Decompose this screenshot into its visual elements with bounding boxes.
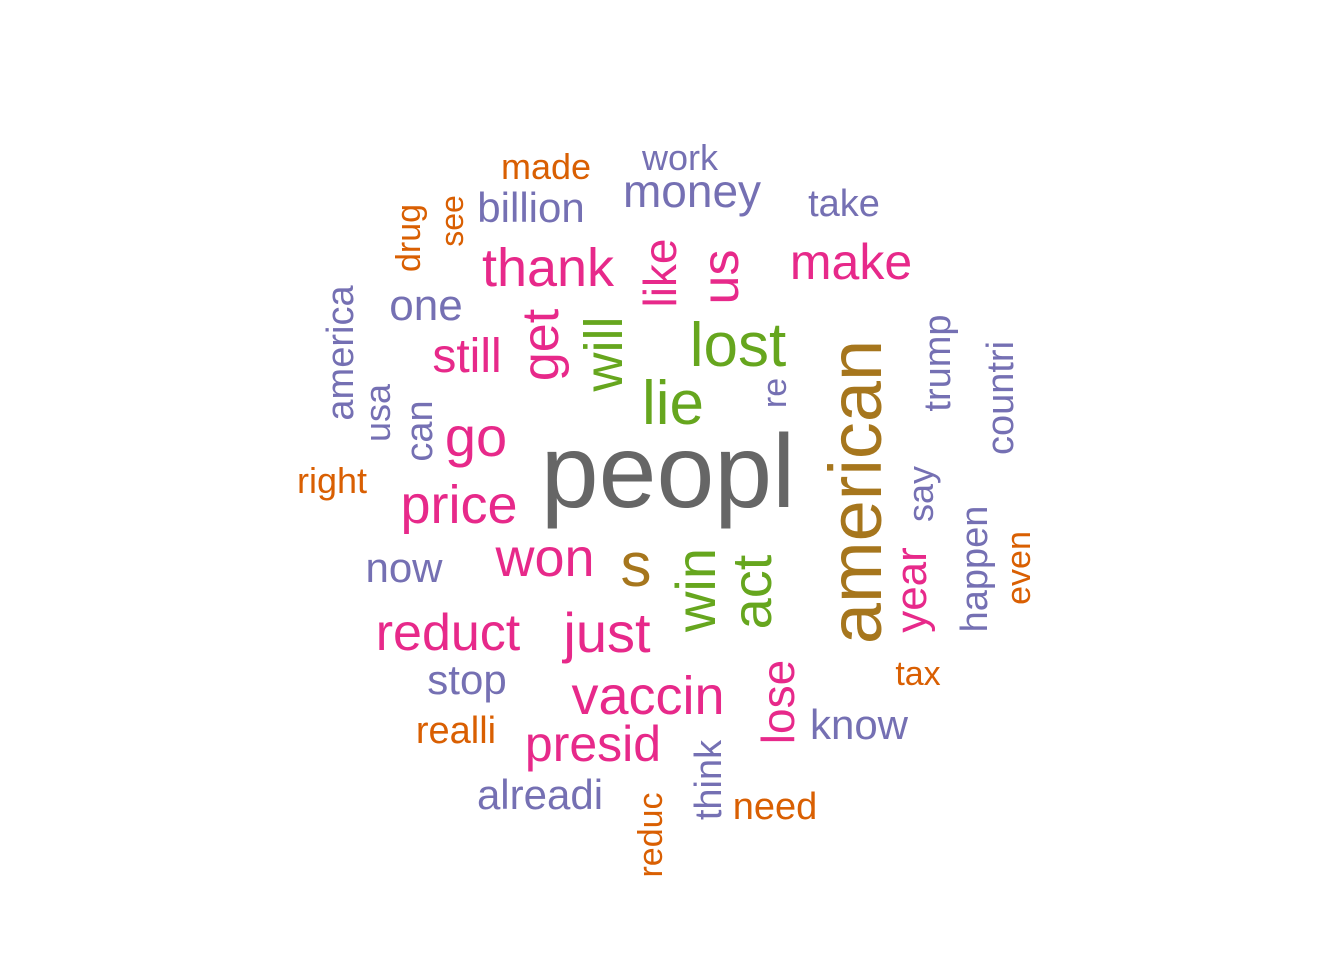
word-go: go — [444, 405, 508, 468]
word-price: price — [400, 475, 518, 535]
word-thank: thank — [481, 238, 615, 298]
word-right: right — [296, 460, 368, 501]
word-one: one — [389, 281, 463, 330]
word-see: see — [434, 195, 470, 247]
word-reduc: reduc — [632, 792, 670, 878]
word-lost: lost — [689, 311, 787, 380]
word-made: made — [500, 146, 592, 187]
word-realli: realli — [415, 710, 497, 752]
word-presid: presid — [524, 716, 662, 772]
word-know: know — [809, 701, 909, 748]
word-need: need — [732, 786, 818, 828]
word-think: think — [688, 739, 730, 821]
word-america: america — [320, 285, 362, 421]
word-now: now — [365, 544, 443, 591]
word-take: take — [808, 183, 880, 225]
word-billion: billion — [477, 184, 585, 231]
word-just: just — [563, 601, 651, 664]
word-even: even — [1000, 531, 1038, 605]
word-can: can — [399, 400, 441, 462]
word-like: like — [634, 238, 686, 308]
word-stop: stop — [427, 656, 507, 703]
word-win: win — [664, 547, 727, 633]
word-american: american — [814, 339, 897, 645]
word-act: act — [720, 554, 783, 630]
word-money: money — [622, 165, 762, 217]
word-still: still — [432, 330, 502, 383]
word-lie: lie — [641, 369, 705, 438]
word-year: year — [887, 547, 936, 633]
word-tax: tax — [895, 655, 941, 693]
word-countri: countri — [980, 340, 1022, 456]
word-lose: lose — [752, 659, 804, 745]
word-say: say — [900, 465, 941, 523]
word-reduct: reduct — [375, 604, 521, 662]
word-s: s — [620, 531, 652, 600]
word-make: make — [789, 234, 913, 290]
word-won: won — [495, 528, 595, 588]
word-get: get — [512, 308, 570, 382]
word-happen: happen — [954, 505, 996, 633]
word-drug: drug — [390, 203, 428, 273]
word-us: us — [692, 249, 750, 305]
word-work: work — [641, 137, 719, 178]
word-vaccin: vaccin — [571, 666, 725, 726]
word-alreadi: alreadi — [476, 771, 604, 818]
word-re: re — [756, 377, 794, 409]
word-usa: usa — [357, 383, 398, 443]
word-peopl: peopl — [540, 414, 796, 530]
word-will: will — [574, 316, 634, 392]
word-trump: trump — [917, 314, 959, 412]
